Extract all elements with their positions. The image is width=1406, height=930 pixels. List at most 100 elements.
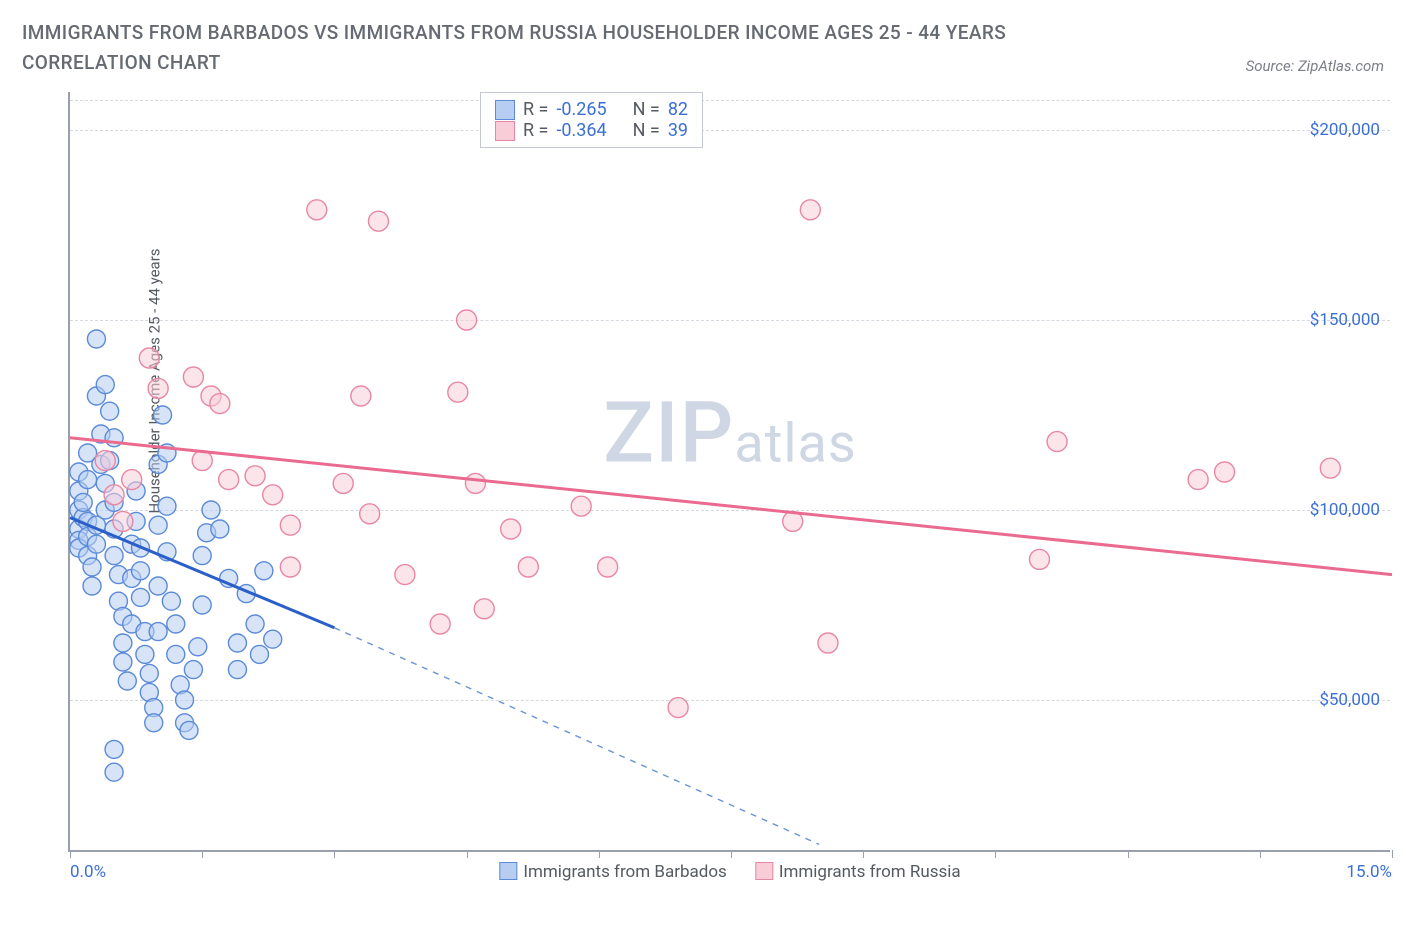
- legend-item: Immigrants from Russia: [755, 862, 961, 882]
- legend-label: Immigrants from Russia: [779, 862, 961, 882]
- chart-title: IMMIGRANTS FROM BARBADOS VS IMMIGRANTS F…: [22, 18, 1122, 79]
- legend-swatch: [499, 862, 517, 880]
- data-point: [79, 471, 97, 489]
- source-credit: Source: ZipAtlas.com: [1246, 57, 1384, 79]
- data-point: [1029, 549, 1049, 569]
- data-point: [105, 763, 123, 781]
- data-point: [183, 367, 203, 387]
- stats-swatch: [495, 100, 515, 120]
- data-point: [465, 473, 485, 493]
- x-tick: [334, 850, 335, 858]
- data-point: [448, 382, 468, 402]
- data-point: [501, 519, 521, 539]
- data-point: [74, 493, 92, 511]
- stats-swatch: [495, 121, 515, 141]
- plot-region: ZIPatlas $50,000$100,000$150,000$200,000…: [68, 92, 1390, 852]
- data-point: [250, 645, 268, 663]
- data-point: [148, 378, 168, 398]
- data-point: [307, 200, 327, 220]
- data-point: [193, 596, 211, 614]
- data-point: [1047, 432, 1067, 452]
- data-point: [202, 501, 220, 519]
- data-point: [132, 588, 150, 606]
- data-point: [87, 535, 105, 553]
- data-point: [219, 470, 239, 490]
- source-name: ZipAtlas.com: [1298, 57, 1384, 75]
- x-tick: [995, 850, 996, 858]
- x-tick: [599, 850, 600, 858]
- data-point: [149, 577, 167, 595]
- legend-swatch: [755, 862, 773, 880]
- data-point: [193, 547, 211, 565]
- data-point: [280, 515, 300, 535]
- data-point: [180, 721, 198, 739]
- trend-line: [70, 438, 1392, 575]
- data-point: [104, 485, 124, 505]
- data-point: [264, 630, 282, 648]
- data-point: [113, 511, 133, 531]
- stats-legend-box: R =-0.265N =82R =-0.364N =39: [480, 92, 703, 148]
- data-point: [176, 691, 194, 709]
- data-point: [368, 211, 388, 231]
- data-point: [211, 520, 229, 538]
- data-point: [818, 633, 838, 653]
- data-point: [87, 330, 105, 348]
- data-point: [333, 473, 353, 493]
- data-point: [1320, 458, 1340, 478]
- data-point: [518, 557, 538, 577]
- data-point: [474, 599, 494, 619]
- data-point: [96, 376, 114, 394]
- x-tick: [1260, 850, 1261, 858]
- data-point: [149, 623, 167, 641]
- data-point: [351, 386, 371, 406]
- data-point: [145, 714, 163, 732]
- stats-row: R =-0.265N =82: [495, 99, 688, 120]
- data-point: [360, 504, 380, 524]
- data-point: [149, 516, 167, 534]
- data-point: [136, 645, 154, 663]
- data-point: [83, 577, 101, 595]
- data-point: [132, 562, 150, 580]
- x-tick: [467, 850, 468, 858]
- x-axis-label: 0.0%: [70, 862, 106, 882]
- data-point: [83, 558, 101, 576]
- scatter-svg: [70, 92, 1390, 850]
- data-point: [158, 497, 176, 515]
- x-tick: [1392, 850, 1393, 858]
- data-point: [114, 653, 132, 671]
- x-tick: [1128, 850, 1129, 858]
- x-tick: [70, 850, 71, 858]
- data-point: [1215, 462, 1235, 482]
- data-point: [228, 634, 246, 652]
- data-point: [457, 310, 477, 330]
- data-point: [167, 615, 185, 633]
- x-tick: [202, 850, 203, 858]
- stats-row: R =-0.364N =39: [495, 120, 688, 141]
- n-label: N =: [633, 99, 660, 120]
- data-point: [154, 406, 172, 424]
- x-tick: [863, 850, 864, 858]
- data-point: [246, 615, 264, 633]
- chart-header: IMMIGRANTS FROM BARBADOS VS IMMIGRANTS F…: [0, 0, 1406, 85]
- r-value: -0.265: [556, 99, 606, 120]
- chart-area: Householder Income Ages 25 - 44 years ZI…: [50, 92, 1390, 882]
- data-point: [122, 470, 142, 490]
- data-point: [105, 547, 123, 565]
- data-point: [395, 565, 415, 585]
- bottom-legend: Immigrants from BarbadosImmigrants from …: [499, 862, 960, 882]
- data-point: [800, 200, 820, 220]
- data-point: [668, 698, 688, 718]
- data-point: [140, 664, 158, 682]
- n-value: 39: [668, 120, 688, 141]
- n-value: 82: [668, 99, 688, 120]
- data-point: [162, 592, 180, 610]
- data-point: [1188, 470, 1208, 490]
- x-axis-label: 15.0%: [1346, 862, 1392, 882]
- data-point: [114, 634, 132, 652]
- data-point: [118, 672, 136, 690]
- data-point: [255, 562, 273, 580]
- data-point: [430, 614, 450, 634]
- trend-line: [334, 628, 819, 845]
- data-point: [245, 466, 265, 486]
- data-point: [101, 402, 119, 420]
